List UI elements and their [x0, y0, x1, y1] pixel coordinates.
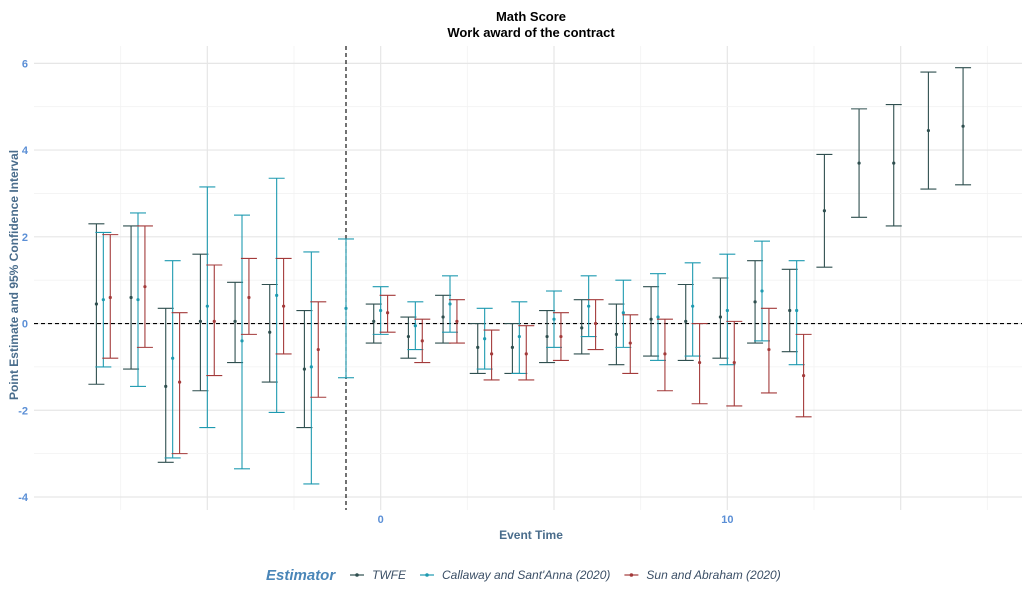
point-estimate	[552, 317, 556, 321]
point-estimate	[663, 352, 667, 356]
point-estimate	[413, 324, 417, 328]
chart-title: Math Score	[496, 9, 566, 24]
legend-label: TWFE	[372, 568, 407, 582]
y-tick-label: 0	[22, 319, 28, 331]
point-estimate	[275, 293, 279, 297]
point-estimate	[961, 124, 965, 128]
point-estimate	[822, 209, 827, 213]
plot-grid	[34, 46, 1022, 510]
series-layer	[88, 67, 972, 485]
point-estimate	[406, 334, 410, 339]
legend-key-point	[629, 573, 634, 577]
point-estimate	[101, 298, 105, 302]
point-estimate	[441, 315, 445, 319]
point-estimate	[94, 302, 98, 306]
point-estimate	[309, 365, 313, 369]
point-estimate	[129, 295, 133, 300]
point-estimate	[476, 345, 480, 349]
reference-lines	[34, 46, 1022, 510]
point-estimate	[587, 304, 591, 308]
point-estimate	[372, 319, 376, 323]
point-estimate	[517, 334, 521, 339]
legend-item-2: Callaway and Sant'Anna (2020)	[420, 568, 610, 582]
point-estimate	[143, 285, 147, 289]
point-estimate	[136, 298, 140, 302]
point-estimate	[760, 289, 764, 293]
point-estimate	[857, 161, 861, 165]
point-estimate	[490, 352, 494, 356]
point-estimate	[524, 352, 528, 356]
point-estimate	[510, 345, 514, 349]
point-estimate	[767, 347, 771, 352]
legend-item-1: TWFE	[350, 568, 407, 582]
point-estimate	[684, 319, 688, 323]
series-3	[102, 225, 812, 455]
point-estimate	[240, 339, 244, 343]
point-estimate	[233, 319, 237, 323]
x-tick-label: 0	[378, 514, 384, 526]
point-estimate	[545, 334, 549, 339]
point-estimate	[483, 337, 487, 341]
point-estimate	[649, 317, 653, 321]
chart-subtitle: Work award of the contract	[447, 25, 615, 40]
legend-label: Callaway and Sant'Anna (2020)	[442, 568, 610, 582]
point-estimate	[302, 367, 306, 371]
point-estimate	[691, 304, 695, 308]
point-estimate	[614, 332, 619, 336]
point-estimate	[455, 319, 459, 323]
y-axis-title: Point Estimate and 95% Confidence Interv…	[7, 150, 21, 400]
x-axis-title: Event Time	[499, 528, 563, 542]
point-estimate	[788, 308, 792, 313]
y-tick-label: -4	[18, 492, 29, 504]
y-tick-label: 6	[22, 58, 28, 70]
point-estimate	[753, 300, 757, 304]
legend-label: Sun and Abraham (2020)	[646, 568, 780, 582]
y-axis-ticks: -4 -2 0 2 4 6	[18, 58, 29, 504]
point-estimate	[282, 304, 286, 308]
point-estimate	[892, 161, 896, 165]
legend-key-point	[355, 573, 359, 577]
point-estimate	[698, 360, 702, 365]
point-estimate	[732, 360, 736, 365]
point-estimate	[316, 347, 320, 352]
point-estimate	[656, 315, 660, 319]
point-estimate	[725, 308, 729, 313]
point-estimate	[718, 315, 723, 319]
point-estimate	[795, 308, 799, 313]
point-estimate	[212, 319, 216, 323]
x-tick-label: 10	[721, 514, 733, 526]
y-tick-label: -2	[18, 405, 28, 417]
legend-key-point	[425, 573, 429, 577]
point-estimate	[386, 311, 390, 315]
point-estimate	[420, 339, 424, 343]
point-estimate	[247, 295, 251, 300]
y-tick-label: 4	[22, 145, 29, 157]
point-estimate	[594, 321, 598, 326]
legend: Estimator TWFE Callaway and Sant'Anna (20…	[266, 567, 781, 584]
point-estimate	[171, 356, 175, 360]
point-estimate	[926, 128, 931, 133]
point-estimate	[621, 311, 625, 315]
point-estimate	[344, 306, 348, 310]
point-estimate	[164, 384, 168, 389]
point-estimate	[205, 304, 209, 308]
point-estimate	[802, 373, 806, 378]
series-1	[88, 67, 972, 463]
point-estimate	[628, 341, 632, 345]
point-estimate	[198, 319, 202, 323]
legend-item-3: Sun and Abraham (2020)	[624, 568, 781, 582]
point-estimate	[268, 330, 272, 334]
x-axis-ticks: 0 10	[378, 514, 734, 526]
legend-title: Estimator	[266, 567, 336, 584]
point-estimate	[559, 334, 563, 339]
point-estimate	[108, 295, 112, 300]
point-estimate	[178, 380, 182, 384]
point-estimate	[580, 326, 584, 330]
point-estimate	[379, 308, 383, 313]
y-tick-label: 2	[22, 232, 28, 244]
series-2	[95, 177, 805, 485]
point-estimate	[448, 302, 452, 306]
